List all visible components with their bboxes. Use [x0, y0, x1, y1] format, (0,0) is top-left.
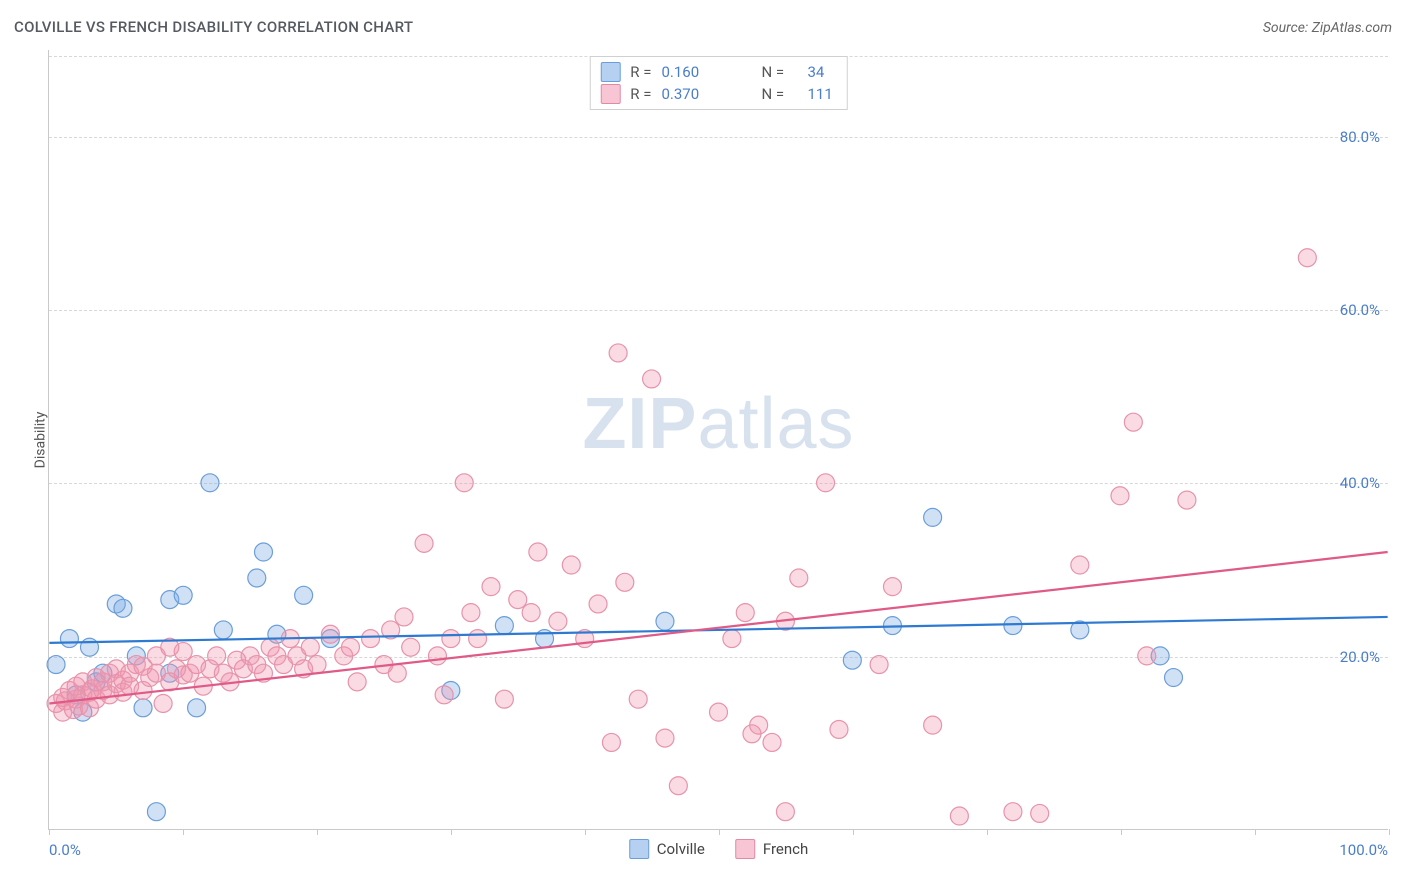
n-label: N = [761, 83, 797, 105]
x-axis-min-label: 0.0% [49, 841, 81, 859]
x-tick [183, 829, 184, 835]
n-value-colville: 34 [807, 61, 824, 83]
plot-region: ZIPatlas R = 0.160 N = 34 R = 0.370 N = … [48, 50, 1388, 830]
chart-source: Source: ZipAtlas.com [1263, 20, 1392, 36]
swatch-blue-icon [600, 62, 620, 82]
r-value-colville: 0.160 [661, 61, 751, 83]
r-label: R = [630, 83, 651, 105]
legend-item-colville: Colville [629, 839, 705, 859]
trend-line [49, 552, 1387, 703]
swatch-pink-icon [735, 839, 755, 859]
x-tick [853, 829, 854, 835]
chart-title: COLVILLE VS FRENCH DISABILITY CORRELATIO… [14, 18, 413, 36]
r-label: R = [630, 61, 651, 83]
trend-line [49, 617, 1387, 643]
legend-label-colville: Colville [657, 840, 705, 858]
x-tick [451, 829, 452, 835]
stats-row-colville: R = 0.160 N = 34 [600, 61, 833, 83]
x-tick [719, 829, 720, 835]
x-tick [987, 829, 988, 835]
x-axis-max-label: 100.0% [1339, 841, 1388, 859]
stats-row-french: R = 0.370 N = 111 [600, 83, 833, 105]
n-value-french: 111 [807, 83, 832, 105]
swatch-blue-icon [629, 839, 649, 859]
n-label: N = [761, 61, 797, 83]
trend-lines-layer [49, 50, 1388, 829]
stats-legend: R = 0.160 N = 34 R = 0.370 N = 111 [589, 56, 848, 110]
series-legend: Colville French [629, 839, 809, 859]
x-tick [1121, 829, 1122, 835]
x-tick [1389, 829, 1390, 835]
y-axis-label: Disability [32, 412, 48, 469]
r-value-french: 0.370 [661, 83, 751, 105]
x-tick [1255, 829, 1256, 835]
legend-item-french: French [735, 839, 808, 859]
chart-area: Disability ZIPatlas R = 0.160 N = 34 R =… [48, 50, 1388, 830]
x-tick [49, 829, 50, 835]
swatch-pink-icon [600, 84, 620, 104]
x-tick [585, 829, 586, 835]
legend-label-french: French [763, 840, 808, 858]
x-tick [317, 829, 318, 835]
